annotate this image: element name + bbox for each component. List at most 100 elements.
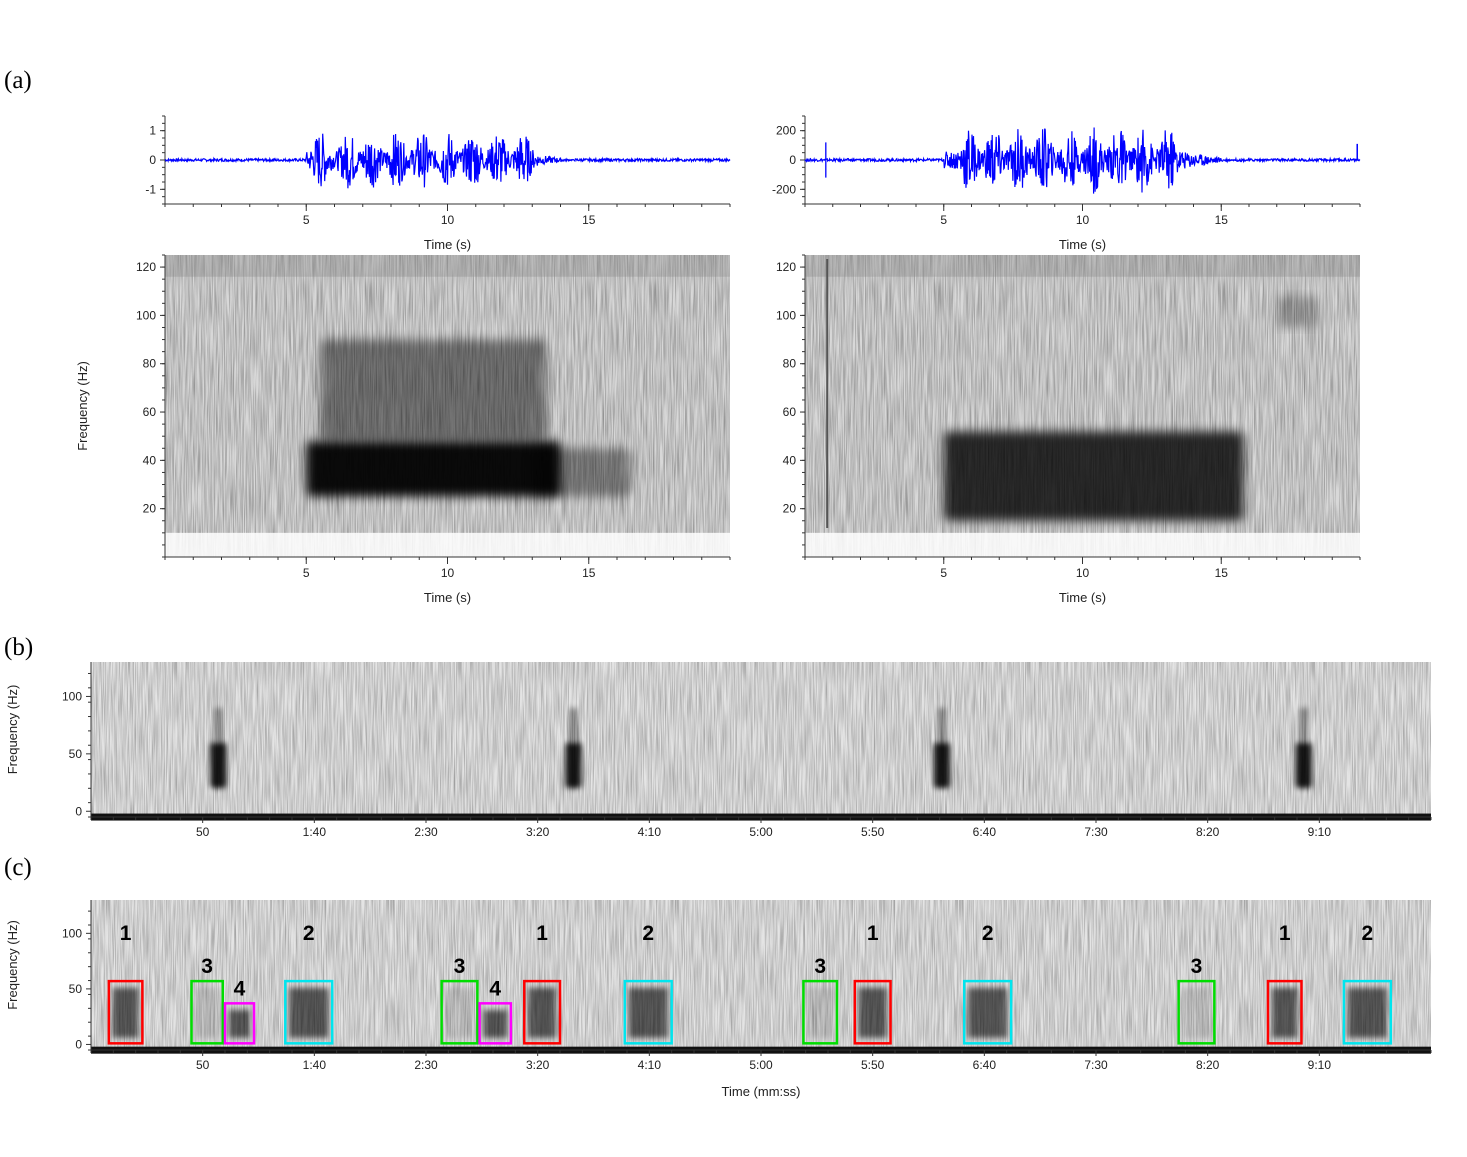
energy-region xyxy=(532,448,632,497)
annotation-label: 2 xyxy=(642,922,654,945)
call-energy xyxy=(807,987,833,1038)
call-energy xyxy=(933,742,950,789)
panel-label-b: (b) xyxy=(4,634,33,661)
annotation-box xyxy=(1177,979,1216,1045)
y-tick-label: 20 xyxy=(143,502,157,516)
axes-3: 120 100 80 60 40 20 5 10 15 Time (s) xyxy=(776,254,1361,605)
x-tick-label: 5 xyxy=(303,213,310,227)
y-tick-label: -1 xyxy=(145,182,156,196)
call-harmonics xyxy=(214,707,223,743)
x-axis-title: Time (s) xyxy=(424,590,471,605)
x-tick-label: 9:10 xyxy=(1308,1058,1332,1072)
x-tick-label: 10 xyxy=(441,566,455,580)
x-tick-label: 50 xyxy=(196,1058,210,1072)
y-tick-label: 1 xyxy=(149,124,156,138)
annotation-box xyxy=(1266,979,1303,1045)
x-tick-label: 5 xyxy=(940,566,947,580)
y-tick-label: 100 xyxy=(776,308,796,322)
call-energy xyxy=(858,987,887,1038)
x-tick-label: 10 xyxy=(441,213,455,227)
x-tick-label: 5:00 xyxy=(749,825,773,839)
annotation-label: 1 xyxy=(867,922,879,945)
x-tick-label: 15 xyxy=(1215,213,1229,227)
y-tick-label: 50 xyxy=(69,747,83,761)
x-tick-label: 50 xyxy=(196,825,210,839)
annotation-label: 4 xyxy=(234,977,246,1000)
call-harmonics xyxy=(1299,707,1308,743)
annotation-box xyxy=(284,979,334,1045)
annotation-label: 1 xyxy=(120,922,132,945)
call-energy xyxy=(1182,987,1211,1038)
top-band xyxy=(805,255,1360,277)
x-tick-label: 1:40 xyxy=(303,1058,327,1072)
x-tick-label: 10 xyxy=(1076,566,1090,580)
x-tick-label: 2:30 xyxy=(414,1058,438,1072)
x-tick-label: 8:20 xyxy=(1196,1058,1220,1072)
call-energy xyxy=(483,1010,507,1038)
x-tick-label: 4:10 xyxy=(638,825,662,839)
x-tick-label: 5:50 xyxy=(861,1058,885,1072)
spectrogram-3 xyxy=(805,255,1360,557)
axes-4: 100 50 0 50 1:40 2:30 3:20 4:10 5:00 5:50 6:40 7:30… xyxy=(5,662,1432,839)
x-tick-label: 7:30 xyxy=(1084,825,1108,839)
y-tick-label: 120 xyxy=(776,260,796,274)
x-tick-label: 7:30 xyxy=(1084,1058,1108,1072)
annotation-box xyxy=(802,979,839,1045)
y-tick-label: 50 xyxy=(69,982,83,996)
panel-label-a: (a) xyxy=(4,67,32,94)
axes-5: 100 50 0 50 1:40 2:30 3:20 4:10 5:00 5:50 6:40 7:30… xyxy=(5,900,1432,1099)
x-tick-label: 2:30 xyxy=(414,825,438,839)
x-tick-label: 15 xyxy=(1215,566,1229,580)
y-tick-label: 20 xyxy=(783,502,797,516)
x-axis-title: Time (s) xyxy=(1059,237,1106,252)
x-tick-label: 5 xyxy=(303,566,310,580)
x-tick-label: 4:10 xyxy=(638,1058,662,1072)
call-energy xyxy=(1347,987,1387,1038)
spectrogram-2 xyxy=(165,255,730,557)
call-energy xyxy=(1295,742,1312,789)
annotation-label: 2 xyxy=(982,922,994,945)
energy-region xyxy=(306,441,561,497)
axes-1: 200 0 -200 5 10 15 Time (s) xyxy=(772,115,1361,252)
annotation-box xyxy=(107,979,144,1045)
y-axis-title: Frequency (Hz) xyxy=(5,685,20,775)
x-axis-title: Time (s) xyxy=(424,237,471,252)
x-tick-label: 3:20 xyxy=(526,825,550,839)
y-tick-label: 60 xyxy=(783,405,797,419)
y-axis-title: Frequency (Hz) xyxy=(75,361,90,451)
annotation-label: 2 xyxy=(303,922,315,945)
annotation-label: 3 xyxy=(201,955,213,978)
annotation-label: 3 xyxy=(1191,955,1203,978)
low-freq-band xyxy=(165,532,730,557)
y-tick-label: 100 xyxy=(136,308,156,322)
y-tick-label: 40 xyxy=(143,453,157,467)
y-tick-label: 200 xyxy=(776,124,796,138)
call-harmonics xyxy=(569,707,578,743)
x-tick-label: 1:40 xyxy=(303,825,327,839)
annotation-label: 1 xyxy=(1279,922,1291,945)
x-tick-label: 3:20 xyxy=(526,1058,550,1072)
long-spectrogram-4 xyxy=(91,662,1431,821)
y-tick-label: 80 xyxy=(783,357,797,371)
annotation-box xyxy=(853,979,892,1045)
y-tick-label: 40 xyxy=(783,453,797,467)
annotation-box xyxy=(190,979,225,1045)
waveform-line xyxy=(804,127,1361,194)
call-energy xyxy=(528,987,556,1038)
y-tick-label: 80 xyxy=(143,357,157,371)
x-tick-label: 10 xyxy=(1076,213,1090,227)
annotation-label: 3 xyxy=(454,955,466,978)
annotation-box xyxy=(523,979,562,1045)
x-tick-label: 8:20 xyxy=(1196,825,1220,839)
annotation-label: 3 xyxy=(814,955,826,978)
annotation-box xyxy=(223,1002,256,1045)
annotation-label: 4 xyxy=(489,977,501,1000)
x-tick-label: 5:00 xyxy=(749,1058,773,1072)
call-energy xyxy=(210,742,227,789)
energy-region xyxy=(943,431,1244,521)
call-energy xyxy=(565,742,582,789)
y-tick-label: -200 xyxy=(772,182,796,196)
